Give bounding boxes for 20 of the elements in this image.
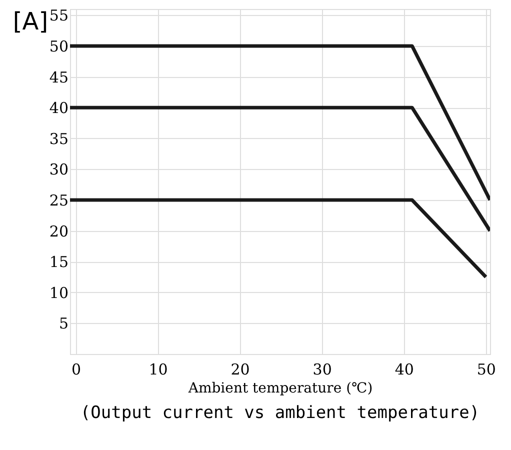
text: (Output current vs ambient temperature) bbox=[80, 403, 480, 423]
y-tick-label: 15 bbox=[49, 253, 68, 272]
y-tick-label: 40 bbox=[49, 99, 68, 118]
y-tick-label: 25 bbox=[49, 191, 68, 210]
y-tick-label: 45 bbox=[49, 68, 68, 86]
y-tick-label: 10 bbox=[49, 284, 68, 302]
y-tick-label: 20 bbox=[49, 222, 68, 240]
y-tick-label: 35 bbox=[49, 130, 68, 148]
x-tick-label: 20 bbox=[230, 360, 250, 378]
y-axis-title: [A] bbox=[12, 8, 48, 36]
x-tick-label: 40 bbox=[394, 360, 414, 378]
y-tick-label: 55 bbox=[49, 6, 68, 25]
x-tick-label: 0 bbox=[71, 360, 82, 378]
x-tick-label: 10 bbox=[148, 360, 168, 378]
x-tick-label: 30 bbox=[312, 360, 332, 378]
y-tick-label: 5 bbox=[58, 314, 68, 333]
x-tick-label: 50 bbox=[476, 360, 496, 378]
y-tick-label: 30 bbox=[49, 160, 68, 179]
x-axis-title: Ambient temperature (℃) bbox=[187, 380, 373, 396]
y-tick-label: 50 bbox=[49, 37, 68, 56]
